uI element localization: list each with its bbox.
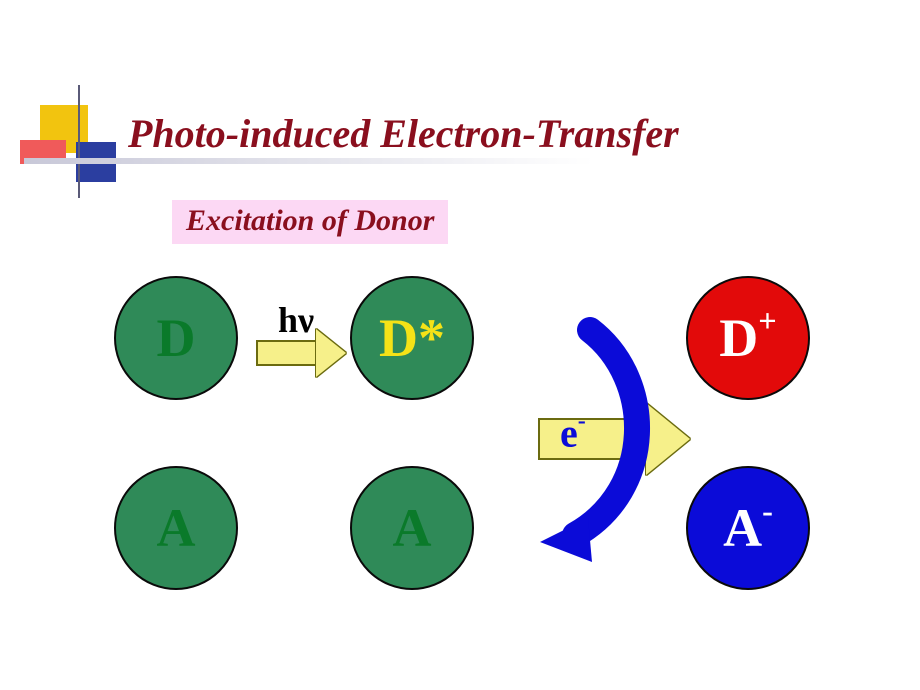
- node-A_left: A: [114, 466, 238, 590]
- hv-arrow-shaft: [256, 340, 316, 366]
- electron-label-text: e: [560, 410, 578, 455]
- node-D_plus-label: D+: [719, 311, 776, 365]
- node-A_minus: A-: [686, 466, 810, 590]
- deco-vline: [78, 85, 80, 198]
- slide-title-wrap: Photo-induced Electron-Transfer: [128, 110, 679, 157]
- node-A_left-label: A: [157, 501, 196, 555]
- hv-label-text: hν: [278, 300, 314, 340]
- subtitle-text: Excitation of Donor: [172, 200, 448, 244]
- slide-title: Photo-induced Electron-Transfer: [128, 111, 679, 156]
- electron-label: e-: [560, 413, 586, 453]
- node-A_minus-label: A-: [723, 501, 773, 555]
- title-underline-bar: [24, 158, 900, 164]
- hv-arrow-head: [316, 329, 346, 377]
- slide-canvas: Photo-induced Electron-Transfer Excitati…: [0, 0, 920, 690]
- hv-label: hν: [278, 302, 314, 338]
- node-A_mid-label: A: [393, 501, 432, 555]
- node-D: D: [114, 276, 238, 400]
- node-D_star-label: D*: [379, 311, 445, 365]
- node-D_plus-sup: +: [758, 304, 776, 340]
- node-A_minus-sup: -: [762, 494, 773, 530]
- electron-label-sup: -: [578, 408, 586, 434]
- node-D_star: D*: [350, 276, 474, 400]
- curved-arrow-head: [540, 518, 592, 562]
- node-D-label: D: [157, 311, 196, 365]
- subtitle-wrap: Excitation of Donor: [172, 200, 448, 244]
- node-D_plus: D+: [686, 276, 810, 400]
- node-A_mid: A: [350, 466, 474, 590]
